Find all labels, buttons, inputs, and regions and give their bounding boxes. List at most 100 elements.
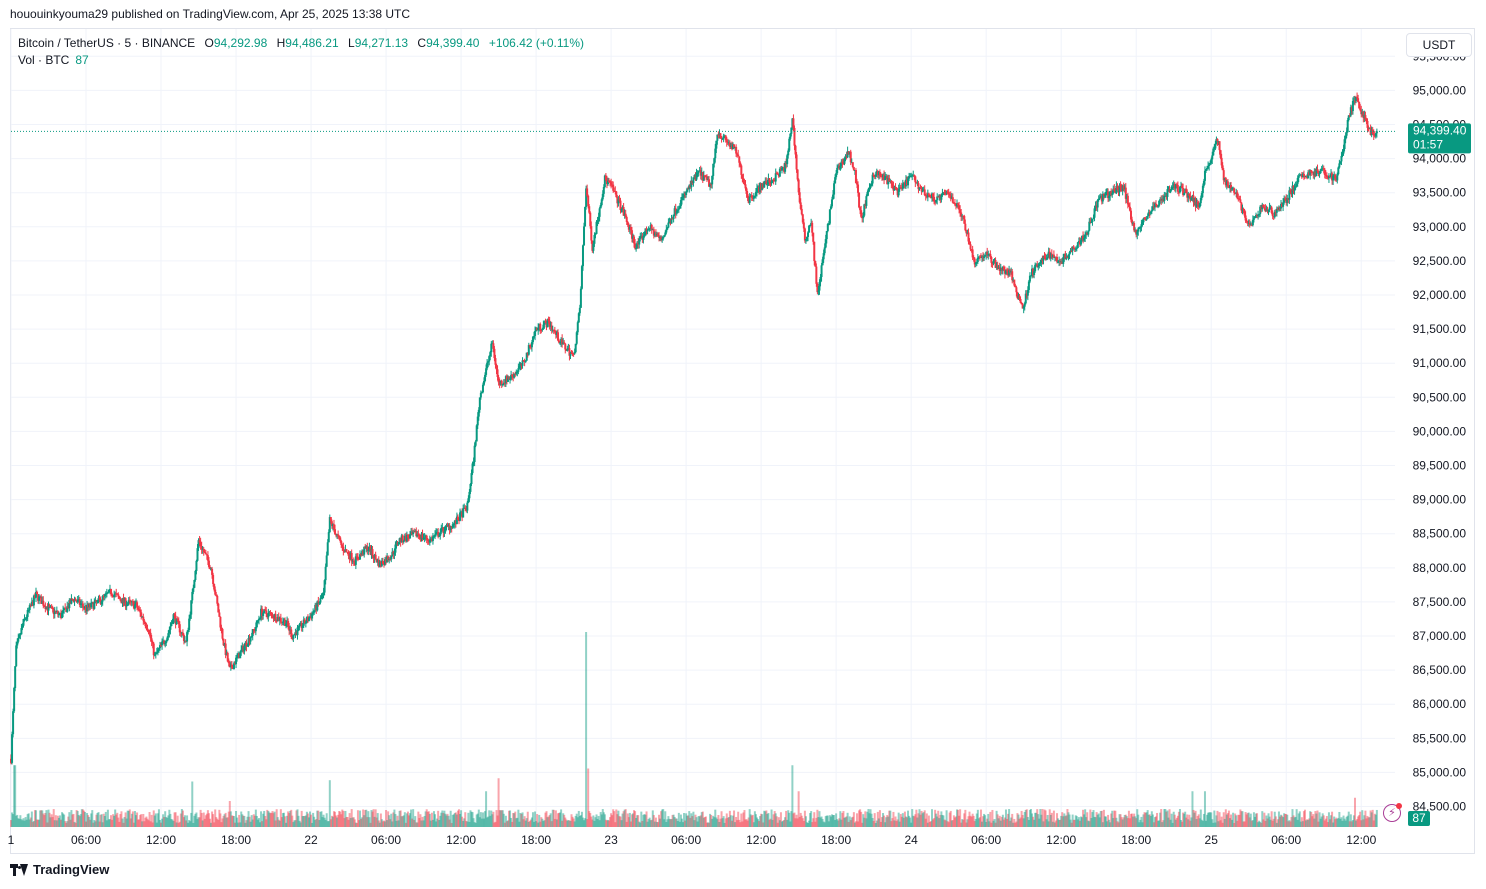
candle-body: [768, 178, 771, 183]
volume-bar: [936, 816, 939, 827]
candle-body: [726, 142, 729, 144]
volume-bar: [1347, 811, 1350, 827]
time-tick-label: 12:00: [1346, 833, 1376, 847]
candle-body: [1081, 235, 1084, 241]
candle-body: [1064, 253, 1067, 260]
candle-body: [725, 140, 728, 143]
volume-bar: [879, 821, 882, 827]
candle-body: [157, 648, 160, 650]
candle-body: [380, 560, 383, 566]
candle-body: [1045, 258, 1048, 260]
volume-bar: [1102, 809, 1105, 827]
candle-body: [179, 632, 182, 634]
candle-body: [803, 228, 806, 241]
volume-bar: [661, 809, 664, 827]
volume-bar: [824, 816, 827, 827]
volume-bar: [711, 818, 714, 827]
volume-bar: [965, 822, 968, 827]
candle-body: [378, 561, 381, 567]
volume-bar: [617, 810, 620, 827]
volume-bar: [154, 813, 157, 827]
volume-bar: [506, 820, 509, 827]
candle-body: [452, 523, 455, 525]
candle-body: [808, 225, 811, 233]
candle-body: [537, 327, 540, 331]
volume-bar: [1170, 813, 1173, 827]
candle-body: [485, 368, 488, 375]
volume-bar: [932, 819, 935, 827]
candle-body: [797, 179, 800, 193]
volume-bar: [502, 813, 505, 827]
candle-body: [656, 234, 659, 237]
volume-bar: [232, 816, 235, 827]
volume-bar: [31, 821, 34, 827]
candle-body: [365, 546, 368, 549]
candle-body: [141, 616, 144, 618]
candle-body: [1113, 188, 1116, 191]
volume-bar: [389, 819, 392, 827]
volume-bar: [658, 814, 661, 827]
candle-body: [790, 127, 793, 134]
candle-body: [678, 206, 681, 209]
brand-name: TradingView: [33, 862, 110, 877]
candle-body: [1253, 216, 1256, 219]
candle-body: [295, 632, 298, 636]
candle-body: [290, 629, 293, 638]
volume-bar: [707, 822, 710, 827]
candle-body: [357, 558, 360, 560]
candle-body: [835, 173, 838, 178]
volume-bar: [1029, 809, 1032, 827]
volume-bar: [763, 810, 766, 827]
candle-body: [270, 612, 273, 615]
volume-bar: [917, 813, 920, 827]
volume-bar: [99, 814, 102, 827]
volume-bar: [659, 818, 662, 827]
candle-body: [39, 596, 42, 598]
volume-bar: [880, 817, 883, 827]
volume-bar: [791, 765, 794, 827]
candle-body: [1222, 170, 1225, 181]
candle-body: [291, 637, 294, 639]
candle-body: [300, 623, 303, 628]
legend-volume-label[interactable]: Vol · BTC: [18, 53, 70, 67]
candle-body: [681, 196, 684, 198]
candle-body: [1274, 211, 1277, 213]
time-scale[interactable]: 1 06:00 12:00 18:00 22 06:00 12:00 18:00 23 06:00…: [8, 833, 1377, 847]
volume-bar: [1100, 810, 1103, 827]
volume-bar: [1031, 813, 1034, 827]
candle-body: [89, 603, 92, 608]
candle-body: [105, 593, 108, 595]
legend-symbol[interactable]: Bitcoin / TetherUS · 5 · BINANCE: [18, 36, 196, 50]
volume-bar: [581, 817, 584, 827]
price-tick-label: 90,500.00: [1413, 390, 1467, 404]
candle-body: [569, 353, 572, 356]
volume-bar: [1363, 815, 1366, 827]
volume-bar: [321, 817, 324, 827]
volume-bar: [198, 817, 201, 827]
candle-body: [585, 188, 588, 207]
candle-body: [968, 241, 971, 245]
candle-body: [1196, 201, 1199, 205]
volume-bar: [116, 812, 119, 827]
candle-body: [572, 353, 575, 355]
price-scale[interactable]: 84,500.0085,000.0085,500.0086,000.0086,5…: [1413, 49, 1467, 813]
candle-body: [11, 734, 14, 763]
candle-body: [381, 560, 384, 564]
candle-body: [1309, 170, 1312, 176]
currency-selector[interactable]: USDT: [1406, 33, 1472, 57]
lightning-alert-icon[interactable]: ⚡: [1383, 803, 1402, 822]
price-tick-label: 85,000.00: [1413, 765, 1467, 779]
candle-body: [1193, 197, 1196, 203]
candle-body: [1320, 168, 1323, 170]
volume-bar: [256, 819, 259, 827]
volume-bar: [1138, 822, 1141, 827]
candle-body: [838, 165, 841, 170]
candle-body: [328, 517, 331, 533]
volume-bar: [786, 819, 789, 827]
volume-bar: [375, 817, 378, 827]
volume-bar: [83, 811, 86, 827]
candle-body: [1330, 173, 1333, 178]
candle-body: [135, 602, 138, 605]
tradingview-brand[interactable]: TradingView: [10, 862, 109, 877]
